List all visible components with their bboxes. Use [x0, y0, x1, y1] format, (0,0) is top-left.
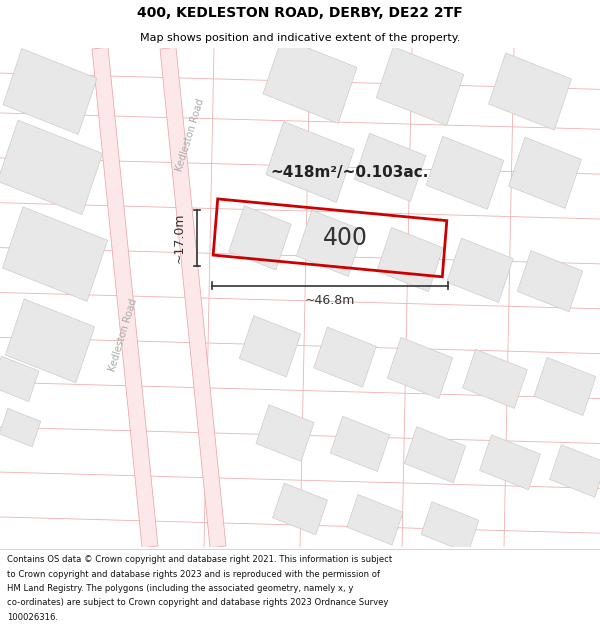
Polygon shape [347, 494, 403, 545]
Polygon shape [376, 47, 464, 126]
Text: Map shows position and indicative extent of the property.: Map shows position and indicative extent… [140, 32, 460, 43]
Polygon shape [331, 416, 389, 471]
Text: 400: 400 [323, 226, 367, 250]
Polygon shape [92, 48, 158, 548]
Polygon shape [0, 408, 41, 447]
Polygon shape [2, 207, 107, 301]
Polygon shape [263, 38, 357, 124]
Polygon shape [160, 48, 226, 548]
Polygon shape [229, 206, 291, 270]
Polygon shape [426, 136, 504, 209]
Polygon shape [550, 445, 600, 498]
Text: HM Land Registry. The polygons (including the associated geometry, namely x, y: HM Land Registry. The polygons (includin… [7, 584, 353, 593]
Text: ~418m²/~0.103ac.: ~418m²/~0.103ac. [271, 165, 429, 180]
Polygon shape [388, 338, 452, 399]
Text: 400, KEDLESTON ROAD, DERBY, DE22 2TF: 400, KEDLESTON ROAD, DERBY, DE22 2TF [137, 6, 463, 21]
Text: Contains OS data © Crown copyright and database right 2021. This information is : Contains OS data © Crown copyright and d… [7, 556, 392, 564]
Text: Kedleston Road: Kedleston Road [174, 98, 206, 172]
Polygon shape [463, 349, 527, 408]
Text: 100026316.: 100026316. [7, 612, 58, 622]
Text: to Crown copyright and database rights 2023 and is reproduced with the permissio: to Crown copyright and database rights 2… [7, 570, 380, 579]
Polygon shape [272, 483, 328, 535]
Polygon shape [314, 327, 376, 387]
Polygon shape [377, 228, 443, 292]
Polygon shape [509, 138, 581, 208]
Text: Kedleston Road: Kedleston Road [107, 298, 139, 373]
Polygon shape [517, 251, 583, 312]
Text: ~46.8m: ~46.8m [305, 294, 355, 308]
Polygon shape [3, 49, 97, 134]
Polygon shape [488, 53, 571, 130]
Polygon shape [296, 210, 364, 276]
Polygon shape [5, 299, 95, 382]
Text: co-ordinates) are subject to Crown copyright and database rights 2023 Ordnance S: co-ordinates) are subject to Crown copyr… [7, 598, 389, 608]
Polygon shape [0, 120, 103, 214]
Polygon shape [534, 357, 596, 416]
Polygon shape [0, 356, 39, 401]
Text: ~17.0m: ~17.0m [173, 213, 185, 263]
Polygon shape [354, 133, 426, 201]
Polygon shape [479, 435, 541, 490]
Polygon shape [266, 122, 354, 202]
Polygon shape [447, 238, 513, 302]
Polygon shape [239, 316, 301, 377]
Polygon shape [404, 427, 466, 483]
Polygon shape [256, 405, 314, 461]
Polygon shape [421, 502, 479, 553]
